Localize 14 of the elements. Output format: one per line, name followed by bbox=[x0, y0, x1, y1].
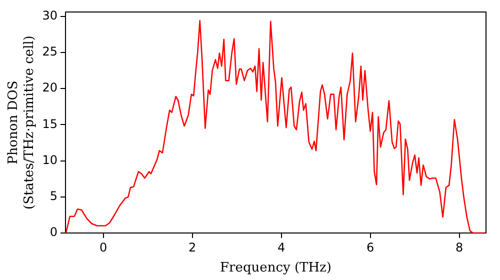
x-tick-label: 2 bbox=[188, 240, 196, 254]
y-tick-label: 30 bbox=[42, 8, 58, 22]
y-tick-label: 5 bbox=[50, 189, 58, 204]
y-tick-label: 25 bbox=[42, 44, 58, 59]
y-tick-label: 20 bbox=[42, 80, 58, 95]
x-tick-label: 4 bbox=[277, 240, 286, 254]
x-tick-label: 6 bbox=[366, 240, 374, 254]
y-tick-label: 10 bbox=[42, 152, 58, 167]
x-axis-title: Frequency (THz) bbox=[220, 260, 332, 276]
y-tick-label: 15 bbox=[42, 116, 58, 131]
x-tick-label: 0 bbox=[99, 240, 108, 254]
y-axis-title: Phonon DOS (States/THz·primitive cell) bbox=[6, 35, 37, 210]
x-tick-label: 8 bbox=[455, 240, 464, 254]
y-tick-label: 0 bbox=[50, 225, 58, 240]
